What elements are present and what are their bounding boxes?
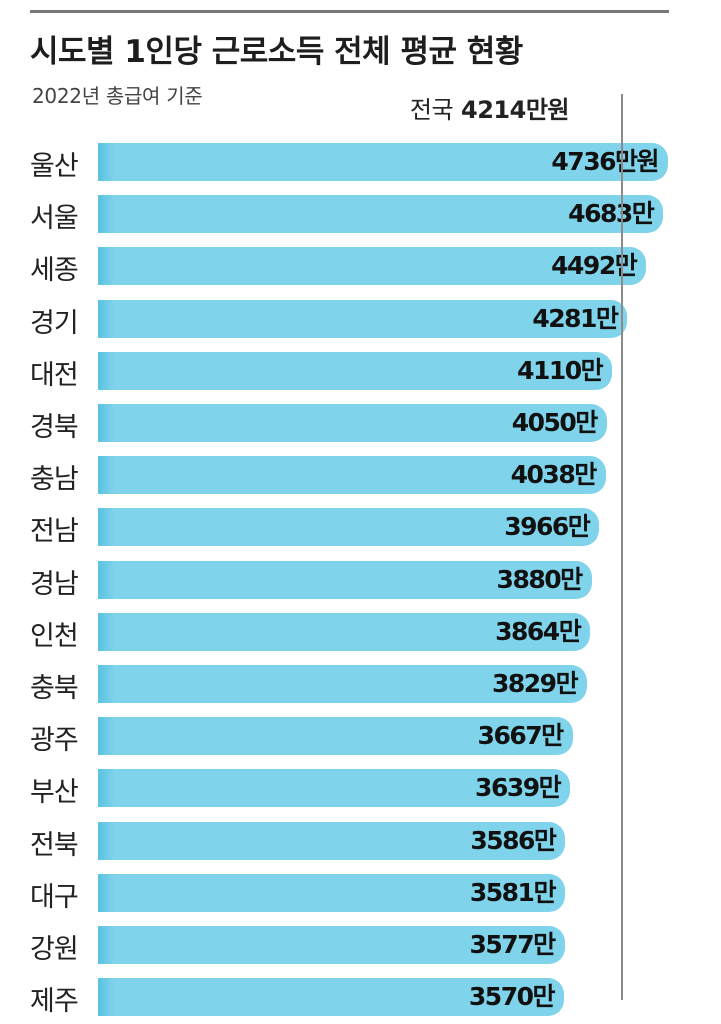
category-label: 울산 [30,151,79,182]
national-average-name: 전국 [409,96,454,124]
category-label: 제주 [30,986,79,1017]
category-label: 대전 [30,360,79,391]
bar-value-label: 3581만 [469,878,557,907]
category-label: 인천 [30,621,79,652]
bar-value-label: 4492만 [551,251,638,280]
category-label: 서울 [30,203,79,234]
bar: 4683만 [98,195,664,233]
category-label: 대구 [30,882,79,913]
bar: 3639만 [98,769,571,807]
bar-value-label: 3966만 [504,512,591,541]
bar: 3581만 [98,874,565,912]
bar: 4736만원 [98,143,668,181]
bar: 4050만 [98,404,607,442]
bar: 3667만 [98,717,573,755]
bar-value-label: 4736만원 [551,147,659,176]
bar-value-label: 3577만 [469,930,557,959]
bar-value-label: 3667만 [477,721,565,750]
bar: 3586만 [98,822,566,860]
bar-value-label: 4038만 [510,460,598,489]
category-label: 충북 [30,673,79,704]
category-label: 경남 [30,569,79,600]
bar-value-label: 3639만 [475,773,562,802]
bar: 4038만 [98,456,606,494]
bar: 4110만 [98,352,613,390]
bar-value-label: 4683만 [568,199,655,228]
top-rule [30,10,669,13]
category-label: 광주 [30,725,79,756]
bar-value-label: 3570만 [468,982,556,1011]
bar-value-label: 3829만 [492,669,579,698]
bar: 4281만 [98,300,628,338]
bar-value-label: 4110만 [517,356,604,385]
bar: 3966만 [98,508,600,546]
national-average-label: 전국 4214만원 [409,90,570,125]
bar: 3577만 [98,926,565,964]
bar: 3864만 [98,613,591,651]
bar-value-label: 3880만 [496,565,584,594]
bar: 4492만 [98,247,647,285]
bar: 3880만 [98,561,592,599]
bar-value-label: 4050만 [511,408,599,437]
bar-value-label: 3864만 [495,617,582,646]
category-label: 경기 [30,308,79,339]
category-label: 경북 [30,412,79,443]
category-label: 세종 [30,255,79,286]
category-label: 부산 [30,777,79,808]
category-label: 전남 [30,516,79,547]
category-label: 충남 [30,464,79,495]
bar: 3829만 [98,665,588,703]
category-label: 전북 [30,830,79,861]
chart-subtitle: 2022년 총급여 기준 [32,84,203,108]
national-average-value: 4214만원 [461,96,569,124]
national-average-line [621,94,623,1000]
category-label: 강원 [30,934,79,965]
bar-value-label: 3586만 [470,826,557,855]
bar-value-label: 4281만 [532,304,619,333]
bar: 3570만 [98,978,564,1016]
chart-title: 시도별 1인당 근로소득 전체 평균 현황 [30,34,523,70]
